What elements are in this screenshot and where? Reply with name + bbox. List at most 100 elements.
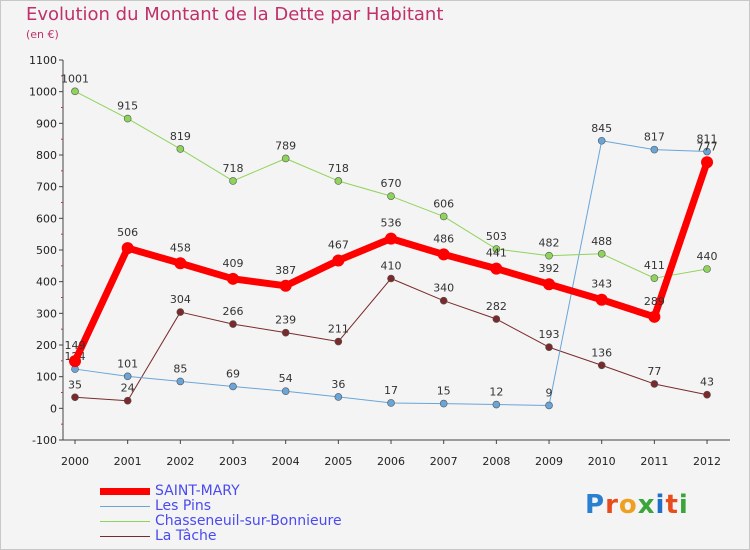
- data-label-saint-mary: 409: [223, 257, 244, 270]
- data-label-chasseneuil-sur-bonnieure: 440: [697, 250, 718, 263]
- data-point-les-pins: [703, 147, 711, 156]
- legend-swatch-chasseneuil: [100, 521, 150, 522]
- legend-swatch-les-pins: [100, 506, 150, 507]
- data-point-les-pins: [229, 382, 237, 391]
- data-point-les-pins: [334, 393, 343, 401]
- y-tick-label: 300: [36, 307, 57, 320]
- data-point-les-pins: [545, 401, 553, 410]
- data-label-saint-mary: 506: [117, 226, 138, 239]
- data-point-la-t-che: [176, 308, 185, 316]
- data-point-saint-mary: [437, 248, 450, 261]
- data-point-saint-mary: [332, 254, 345, 267]
- data-label-saint-mary: 392: [539, 262, 560, 275]
- data-label-chasseneuil-sur-bonnieure: 411: [644, 259, 665, 272]
- data-point-chasseneuil-sur-bonnieure: [387, 192, 395, 200]
- legend-swatch-saint-mary: [100, 488, 150, 495]
- data-point-chasseneuil-sur-bonnieure: [545, 251, 553, 260]
- data-point-saint-mary: [227, 272, 240, 285]
- data-label-les-pins: 9: [546, 386, 553, 399]
- data-label-la-t-che: 193: [539, 328, 560, 341]
- data-label-la-t-che: 136: [591, 346, 612, 359]
- y-tick-label: 800: [36, 149, 57, 162]
- data-label-chasseneuil-sur-bonnieure: 482: [539, 237, 560, 250]
- x-tick-label: 2012: [693, 455, 721, 468]
- chart-subtitle: (en €): [26, 28, 59, 41]
- data-label-chasseneuil-sur-bonnieure: 488: [591, 235, 612, 248]
- data-point-la-t-che: [229, 320, 237, 328]
- data-point-les-pins: [439, 399, 448, 408]
- data-label-la-t-che: 77: [647, 365, 661, 378]
- y-tick-label: 200: [36, 339, 57, 352]
- data-point-les-pins: [387, 399, 395, 407]
- data-point-chasseneuil-sur-bonnieure: [229, 177, 237, 185]
- data-point-chasseneuil-sur-bonnieure: [439, 212, 448, 221]
- x-tick-label: 2004: [272, 455, 300, 468]
- data-label-les-pins: 12: [489, 386, 503, 399]
- data-label-les-pins: 811: [697, 133, 718, 146]
- x-tick-label: 2000: [61, 455, 89, 468]
- data-label-les-pins: 36: [331, 378, 345, 391]
- data-point-saint-mary: [385, 232, 398, 245]
- data-label-la-t-che: 304: [170, 293, 191, 306]
- data-point-la-t-che: [281, 328, 290, 337]
- data-point-saint-mary: [595, 293, 608, 306]
- data-label-chasseneuil-sur-bonnieure: 503: [486, 230, 507, 243]
- y-tick-label: 400: [36, 276, 57, 289]
- data-point-la-t-che: [650, 380, 659, 388]
- data-point-la-t-che: [439, 296, 448, 305]
- x-tick-label: 2005: [324, 455, 352, 468]
- data-point-chasseneuil-sur-bonnieure: [492, 245, 501, 253]
- data-label-la-t-che: 43: [700, 376, 714, 389]
- y-tick-label: 1100: [29, 54, 57, 67]
- data-label-saint-mary: 149: [65, 339, 86, 352]
- data-label-les-pins: 69: [226, 367, 240, 380]
- data-point-les-pins: [123, 372, 132, 381]
- data-point-la-t-che: [597, 361, 606, 370]
- data-point-les-pins: [176, 377, 185, 386]
- data-point-saint-mary: [490, 262, 503, 275]
- data-point-la-t-che: [387, 274, 395, 283]
- x-tick-label: 2002: [166, 455, 194, 468]
- legend-label-chasseneuil: Chasseneuil-sur-Bonnieure: [155, 513, 342, 529]
- data-label-les-pins: 845: [591, 122, 612, 135]
- data-label-la-t-che: 266: [223, 305, 244, 318]
- data-label-saint-mary: 458: [170, 241, 191, 254]
- data-label-les-pins: 54: [279, 372, 293, 385]
- data-point-saint-mary: [174, 257, 187, 270]
- data-point-la-t-che: [545, 343, 553, 352]
- data-point-chasseneuil-sur-bonnieure: [71, 87, 79, 96]
- data-point-saint-mary: [701, 156, 714, 169]
- data-point-les-pins: [492, 400, 501, 409]
- data-label-les-pins: 817: [644, 131, 665, 144]
- data-point-chasseneuil-sur-bonnieure: [281, 154, 290, 163]
- data-label-la-t-che: 282: [486, 300, 507, 313]
- y-tick-label: -100: [32, 434, 57, 447]
- data-point-la-t-che: [71, 393, 79, 402]
- data-point-les-pins: [597, 136, 606, 145]
- data-point-chasseneuil-sur-bonnieure: [176, 145, 185, 153]
- y-tick-label: 900: [36, 117, 57, 130]
- data-label-chasseneuil-sur-bonnieure: 718: [223, 162, 244, 175]
- data-label-saint-mary: 343: [591, 278, 612, 291]
- data-point-saint-mary: [543, 278, 556, 291]
- data-point-la-t-che: [334, 337, 343, 346]
- x-tick-label: 2007: [430, 455, 458, 468]
- data-label-les-pins: 85: [173, 362, 187, 375]
- data-label-chasseneuil-sur-bonnieure: 1001: [61, 72, 89, 85]
- data-label-chasseneuil-sur-bonnieure: 819: [170, 130, 191, 143]
- legend-label-la-tache: La Tâche: [155, 528, 217, 544]
- data-label-chasseneuil-sur-bonnieure: 718: [328, 162, 349, 175]
- chart-title: Evolution du Montant de la Dette par Hab…: [26, 4, 444, 25]
- x-tick-label: 2010: [588, 455, 616, 468]
- data-label-saint-mary: 387: [275, 264, 296, 277]
- data-point-la-t-che: [123, 396, 132, 405]
- x-tick-label: 2001: [114, 455, 142, 468]
- data-point-les-pins: [650, 145, 659, 154]
- data-label-la-t-che: 24: [121, 382, 135, 395]
- data-label-la-t-che: 340: [433, 282, 454, 295]
- x-tick-label: 2009: [535, 455, 563, 468]
- data-label-les-pins: 101: [117, 357, 138, 370]
- y-tick-label: 500: [36, 244, 57, 257]
